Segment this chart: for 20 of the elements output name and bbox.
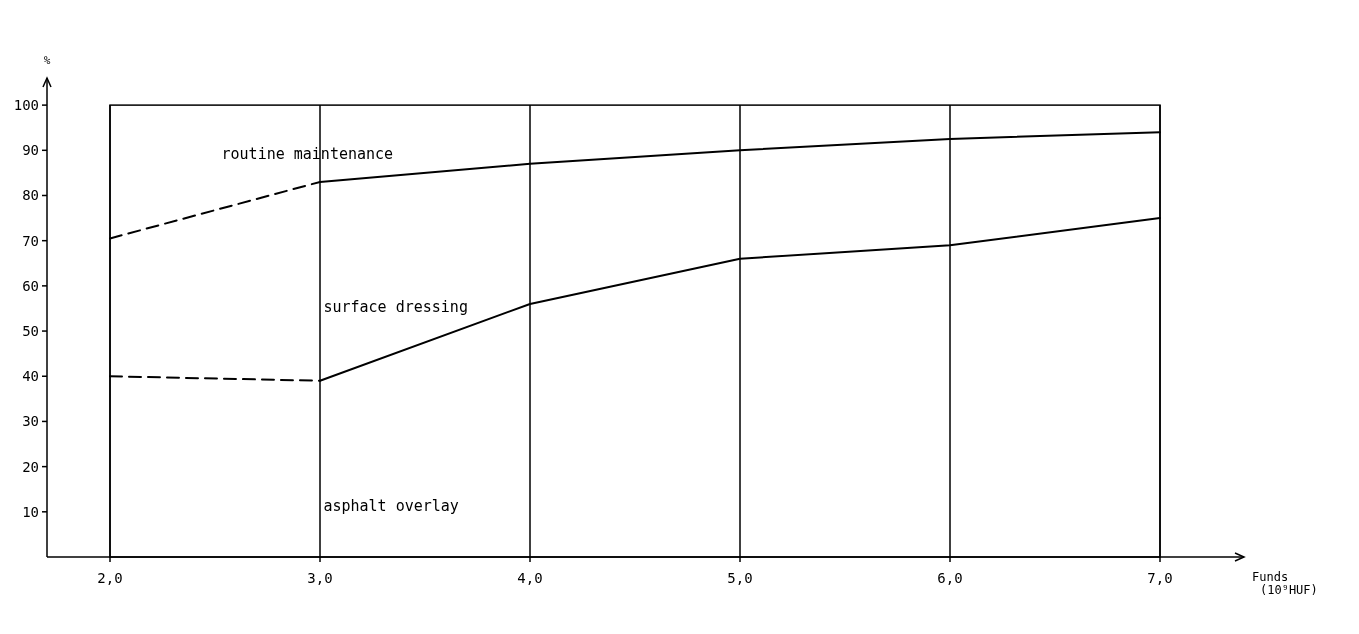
- y-tick-label: 20: [22, 458, 39, 475]
- x-axis-title: Funds (10⁹HUF): [1252, 570, 1318, 597]
- annotation: surface dressing: [323, 298, 468, 317]
- y-tick-label: 70: [22, 232, 39, 249]
- x-tick-label: 5,0: [727, 570, 753, 586]
- y-tick-label: 100: [13, 97, 39, 114]
- x-tick-label: 3,0: [307, 570, 333, 586]
- y-tick-label: 80: [22, 187, 39, 204]
- y-tick-label: 10: [22, 503, 39, 520]
- x-tick-label: 7,0: [1147, 570, 1173, 586]
- annotation: asphalt overlay: [323, 496, 459, 515]
- y-tick-label: 90: [22, 142, 39, 159]
- x-tick-label: 2,0: [97, 570, 123, 586]
- y-tick-label: 50: [22, 322, 39, 339]
- y-tick-label: 40: [22, 368, 39, 385]
- y-axis-title: %: [43, 54, 51, 67]
- y-tick-label: 30: [22, 413, 39, 430]
- y-tick-label: 60: [22, 277, 39, 294]
- x-tick-label: 6,0: [937, 570, 963, 586]
- x-tick-label: 4,0: [517, 570, 543, 586]
